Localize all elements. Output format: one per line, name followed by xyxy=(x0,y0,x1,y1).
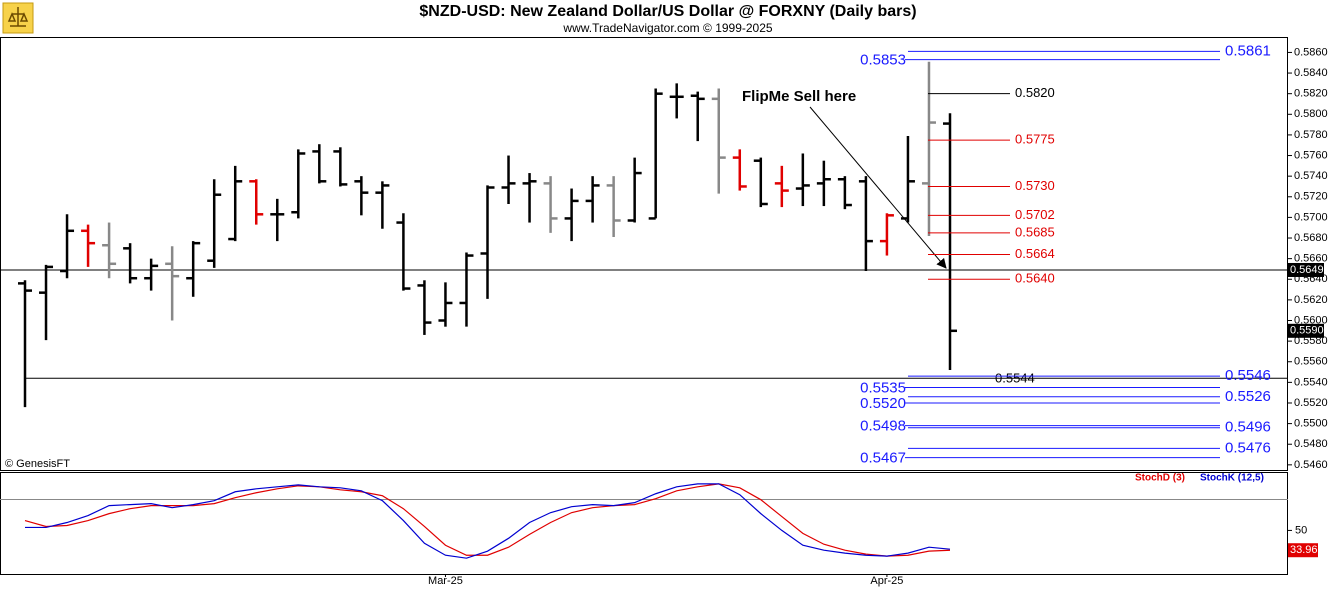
y-tick-label: 0.5500 xyxy=(1294,418,1328,430)
x-tick-label: Mar-25 xyxy=(428,575,463,587)
target-level-label: 0.5520 xyxy=(860,395,906,412)
target-level-label: 0.5535 xyxy=(860,379,906,396)
y-tick-label: 0.5680 xyxy=(1294,232,1328,244)
y-tick-label: 0.5560 xyxy=(1294,356,1328,368)
last-value-box xyxy=(1288,543,1318,558)
target-level-label: 0.5498 xyxy=(860,418,906,435)
y-tick-label: 0.5540 xyxy=(1294,376,1328,388)
fib-level-label: 0.5730 xyxy=(1015,178,1055,193)
legend-entry: StochD (3) xyxy=(1135,473,1185,484)
fib-level-label: 0.5702 xyxy=(1015,207,1055,222)
price-marker-label: 0.5590 xyxy=(1290,325,1324,337)
annotation: FlipMe Sell here xyxy=(742,88,856,105)
y-tick-label: 0.5660 xyxy=(1294,253,1328,265)
price-marker-label: 0.5649 xyxy=(1290,264,1324,276)
price-marker xyxy=(1288,262,1324,277)
level-label: 0.5544 xyxy=(995,371,1035,386)
y-tick-label: 0.5720 xyxy=(1294,191,1328,203)
chart-subtitle: www.TradeNavigator.com © 1999-2025 xyxy=(562,21,772,35)
last-value-label: 33.96 xyxy=(1290,544,1318,556)
y-tick-label: 0.5860 xyxy=(1294,46,1328,58)
target-level-label: 0.5853 xyxy=(860,52,906,69)
annotation-arrow xyxy=(809,106,947,269)
stoch-line xyxy=(25,483,951,559)
stoch-line xyxy=(24,483,951,557)
y-tick-label: 0.5800 xyxy=(1294,108,1328,120)
y-tick-label: 0.5760 xyxy=(1294,149,1328,161)
price-frame xyxy=(0,37,1288,471)
y-tick-label: 0.5840 xyxy=(1294,67,1328,79)
target-level-label: 0.5496 xyxy=(1225,419,1271,436)
y-tick-label: 0.5820 xyxy=(1294,88,1328,100)
fib-level-label: 0.5820 xyxy=(1015,85,1055,100)
y-tick-label: 0.5620 xyxy=(1294,294,1328,306)
stoch-frame xyxy=(0,472,1288,575)
logo xyxy=(2,2,34,34)
source-credit: © GenesisFT xyxy=(5,458,70,470)
x-tick-label: Apr-25 xyxy=(870,575,903,587)
y-tick-label: 0.5520 xyxy=(1294,397,1328,409)
y-tick-label: 0.5740 xyxy=(1294,170,1328,182)
target-level-label: 0.5467 xyxy=(860,450,906,467)
y-tick-label: 0.5600 xyxy=(1294,314,1328,326)
y-tick-label: 0.5700 xyxy=(1294,211,1328,223)
target-level-label: 0.5546 xyxy=(1225,367,1271,384)
y-tick-label: 0.5780 xyxy=(1294,129,1328,141)
target-level-label: 0.5861 xyxy=(1225,42,1271,59)
target-level-label: 0.5476 xyxy=(1225,439,1271,456)
y-tick-label: 0.5460 xyxy=(1294,459,1328,471)
y-tick-label: 50 xyxy=(1295,524,1307,536)
y-tick-label: 0.5480 xyxy=(1294,438,1328,450)
price-marker xyxy=(1288,323,1324,338)
fib-level-label: 0.5775 xyxy=(1015,132,1055,147)
legend-entry: StochK (12,5) xyxy=(1200,473,1264,484)
y-tick-label: 0.5580 xyxy=(1294,335,1328,347)
chart-title: $NZD-USD: New Zealand Dollar/US Dollar @… xyxy=(419,3,916,20)
fib-level-label: 0.5640 xyxy=(1015,271,1055,286)
fib-level-label: 0.5685 xyxy=(1015,224,1055,239)
target-level-label: 0.5526 xyxy=(1225,388,1271,405)
fib-level-label: 0.5664 xyxy=(1015,246,1055,261)
